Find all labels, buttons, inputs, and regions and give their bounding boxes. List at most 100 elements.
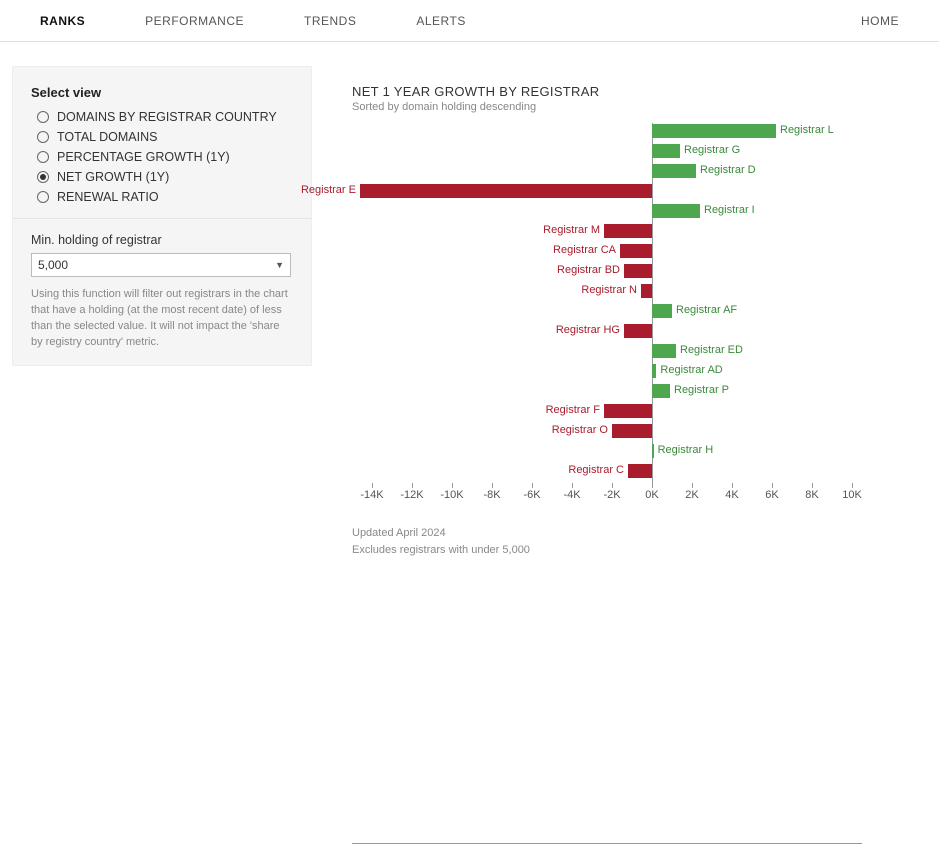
chart-bar-row: Registrar O [352, 423, 862, 439]
chart-tick-label: 6K [765, 489, 778, 501]
chart-bar-label: Registrar ED [680, 344, 743, 356]
chart-tick-mark [452, 483, 453, 488]
chart-bar[interactable] [628, 464, 652, 478]
chart-bar[interactable] [652, 304, 672, 318]
chart-tick-label: 2K [685, 489, 698, 501]
chart-tick-mark [812, 483, 813, 488]
chart-bar-label: Registrar D [700, 164, 756, 176]
radio-icon [37, 131, 49, 143]
view-radio-label: DOMAINS BY REGISTRAR COUNTRY [57, 110, 277, 124]
main-content: Select view DOMAINS BY REGISTRAR COUNTRY… [0, 42, 939, 558]
min-holding-value: 5,000 [38, 258, 68, 272]
chart-bar-row: Registrar N [352, 283, 862, 299]
tab-home[interactable]: HOME [841, 14, 919, 28]
chart-tick-label: 8K [805, 489, 818, 501]
chart-tick-mark [372, 483, 373, 488]
chart-bar-label: Registrar M [543, 224, 600, 236]
view-radio-option[interactable]: DOMAINS BY REGISTRAR COUNTRY [31, 110, 293, 124]
chart-tick-mark [732, 483, 733, 488]
chart-bar-label: Registrar CA [553, 244, 616, 256]
view-radio-group: DOMAINS BY REGISTRAR COUNTRY TOTAL DOMAIN… [31, 110, 293, 204]
chart-bar-row: Registrar ED [352, 343, 862, 359]
chart-bar[interactable] [652, 204, 700, 218]
chart-tick-label: -12K [400, 489, 423, 501]
chart-bar-label: Registrar G [684, 144, 740, 156]
view-radio-label: TOTAL DOMAINS [57, 130, 157, 144]
chart-tick-label: -8K [483, 489, 500, 501]
chart-bar-label: Registrar H [658, 444, 714, 456]
chart-tick-mark [652, 483, 653, 488]
chart-bar-row: Registrar H [352, 443, 862, 459]
chart-tick-label: 0K [645, 489, 658, 501]
chart-bar[interactable] [604, 404, 652, 418]
chart-bar-label: Registrar L [780, 124, 834, 136]
chart-bar[interactable] [652, 444, 654, 458]
chart-bar-row: Registrar CA [352, 243, 862, 259]
chart-footer: Updated April 2024Excludes registrars wi… [352, 525, 927, 558]
tab-performance[interactable]: PERFORMANCE [125, 14, 284, 28]
view-radio-option[interactable]: NET GROWTH (1Y) [31, 170, 293, 184]
chevron-down-icon: ▼ [275, 260, 284, 270]
chart-tick-label: -10K [440, 489, 463, 501]
chart-tick-mark [772, 483, 773, 488]
chart-bar[interactable] [652, 364, 656, 378]
chart-bar-row: Registrar AD [352, 363, 862, 379]
chart-bar-row: Registrar E [352, 183, 862, 199]
chart-tick-label: -6K [523, 489, 540, 501]
chart-bar[interactable] [652, 164, 696, 178]
min-holding-label: Min. holding of registrar [31, 233, 293, 247]
view-radio-option[interactable]: PERCENTAGE GROWTH (1Y) [31, 150, 293, 164]
radio-icon [37, 191, 49, 203]
sidebar-panel: Select view DOMAINS BY REGISTRAR COUNTRY… [12, 66, 312, 366]
tab-trends[interactable]: TRENDS [284, 14, 396, 28]
radio-icon [37, 151, 49, 163]
chart-panel: NET 1 YEAR GROWTH BY REGISTRAR Sorted by… [352, 66, 927, 558]
chart-bar-row: Registrar HG [352, 323, 862, 339]
tab-ranks[interactable]: RANKS [20, 14, 125, 28]
chart-tick-label: -14K [360, 489, 383, 501]
chart-bar-label: Registrar AF [676, 304, 737, 316]
chart-tick-label: 10K [842, 489, 862, 501]
chart-bar[interactable] [652, 144, 680, 158]
view-radio-option[interactable]: TOTAL DOMAINS [31, 130, 293, 144]
chart-bar[interactable] [641, 284, 652, 298]
chart-bar[interactable] [612, 424, 652, 438]
chart-bar-row: Registrar D [352, 163, 862, 179]
radio-icon [37, 171, 49, 183]
chart-tick-mark [612, 483, 613, 488]
view-radio-option[interactable]: RENEWAL RATIO [31, 190, 293, 204]
radio-icon [37, 111, 49, 123]
chart-bar[interactable] [620, 244, 652, 258]
chart-bar-label: Registrar P [674, 384, 729, 396]
chart-bar-label: Registrar N [581, 284, 637, 296]
sidebar-divider [13, 218, 311, 219]
chart-bar[interactable] [652, 124, 776, 138]
chart-bar[interactable] [604, 224, 652, 238]
chart-bar[interactable] [652, 384, 670, 398]
chart-tick-mark [572, 483, 573, 488]
view-section-title: Select view [31, 85, 293, 100]
chart-subtitle: Sorted by domain holding descending [352, 101, 927, 113]
chart-tick-mark [532, 483, 533, 488]
chart-bar-label: Registrar I [704, 204, 755, 216]
chart-tick-mark [412, 483, 413, 488]
chart-bar-row: Registrar L [352, 123, 862, 139]
min-holding-select[interactable]: 5,000 ▼ [31, 253, 291, 277]
tab-alerts[interactable]: ALERTS [396, 14, 505, 28]
chart-bar[interactable] [360, 184, 652, 198]
chart-bar[interactable] [624, 324, 652, 338]
chart-tick-mark [692, 483, 693, 488]
chart-footer-line: Excludes registrars with under 5,000 [352, 542, 927, 559]
view-radio-label: PERCENTAGE GROWTH (1Y) [57, 150, 230, 164]
chart-bar-label: Registrar F [546, 404, 600, 416]
view-radio-label: RENEWAL RATIO [57, 190, 159, 204]
chart-title: NET 1 YEAR GROWTH BY REGISTRAR [352, 84, 927, 99]
chart-bar[interactable] [652, 344, 676, 358]
chart-bar-label: Registrar BD [557, 264, 620, 276]
chart-tick-mark [492, 483, 493, 488]
chart-bar[interactable] [624, 264, 652, 278]
chart-bar-row: Registrar G [352, 143, 862, 159]
chart-bar-row: Registrar BD [352, 263, 862, 279]
chart-bar-row: Registrar C [352, 463, 862, 479]
tab-bar: RANKSPERFORMANCETRENDSALERTS HOME [0, 0, 939, 42]
